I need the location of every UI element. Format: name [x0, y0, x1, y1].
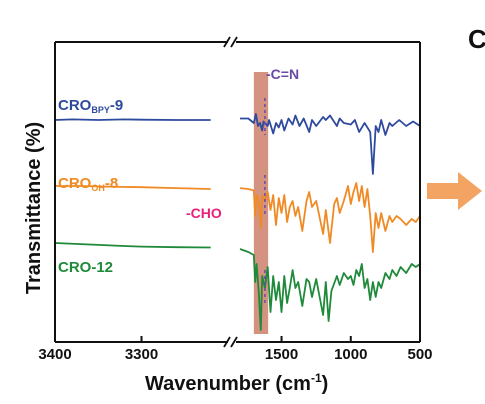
- axis-break-mark: [230, 36, 238, 48]
- x-tick-label: 3400: [38, 346, 71, 363]
- x-axis-title: Wavenumber (cm-1): [145, 371, 328, 395]
- axis-break-mark: [230, 336, 238, 348]
- y-axis-title: Transmittance (%): [23, 122, 45, 294]
- series-line-1-segment-0: [55, 185, 211, 190]
- series-label-cro-oh-8: CROOH-8: [58, 175, 118, 193]
- series-label-cro-bpy-9: CROBPY-9: [58, 97, 123, 115]
- x-tick-label: 1500: [265, 346, 298, 363]
- x-tick-label: 1000: [334, 346, 367, 363]
- series-label-cro-12: CRO-12: [58, 259, 113, 276]
- series-layer: [54, 98, 421, 331]
- panel-letter: C: [468, 24, 485, 54]
- series-line-2-segment-0: [54, 242, 211, 249]
- series-line-1-segment-1: [239, 182, 421, 253]
- right-arrow-icon: [427, 172, 482, 210]
- annotation-cn: -C=N: [266, 66, 299, 82]
- x-ticks: 3400 3300 1500 1000 500: [38, 336, 433, 363]
- series-line-2-segment-1: [239, 248, 421, 331]
- x-tick-label: 500: [407, 346, 432, 363]
- plot-frame: [54, 36, 421, 348]
- x-tick-label: 3300: [125, 346, 158, 363]
- series-line-0-segment-0: [54, 118, 211, 121]
- annotation-cho: -CHO: [186, 205, 222, 221]
- axis-break-mark: [223, 336, 231, 348]
- axis-break-mark: [223, 36, 231, 48]
